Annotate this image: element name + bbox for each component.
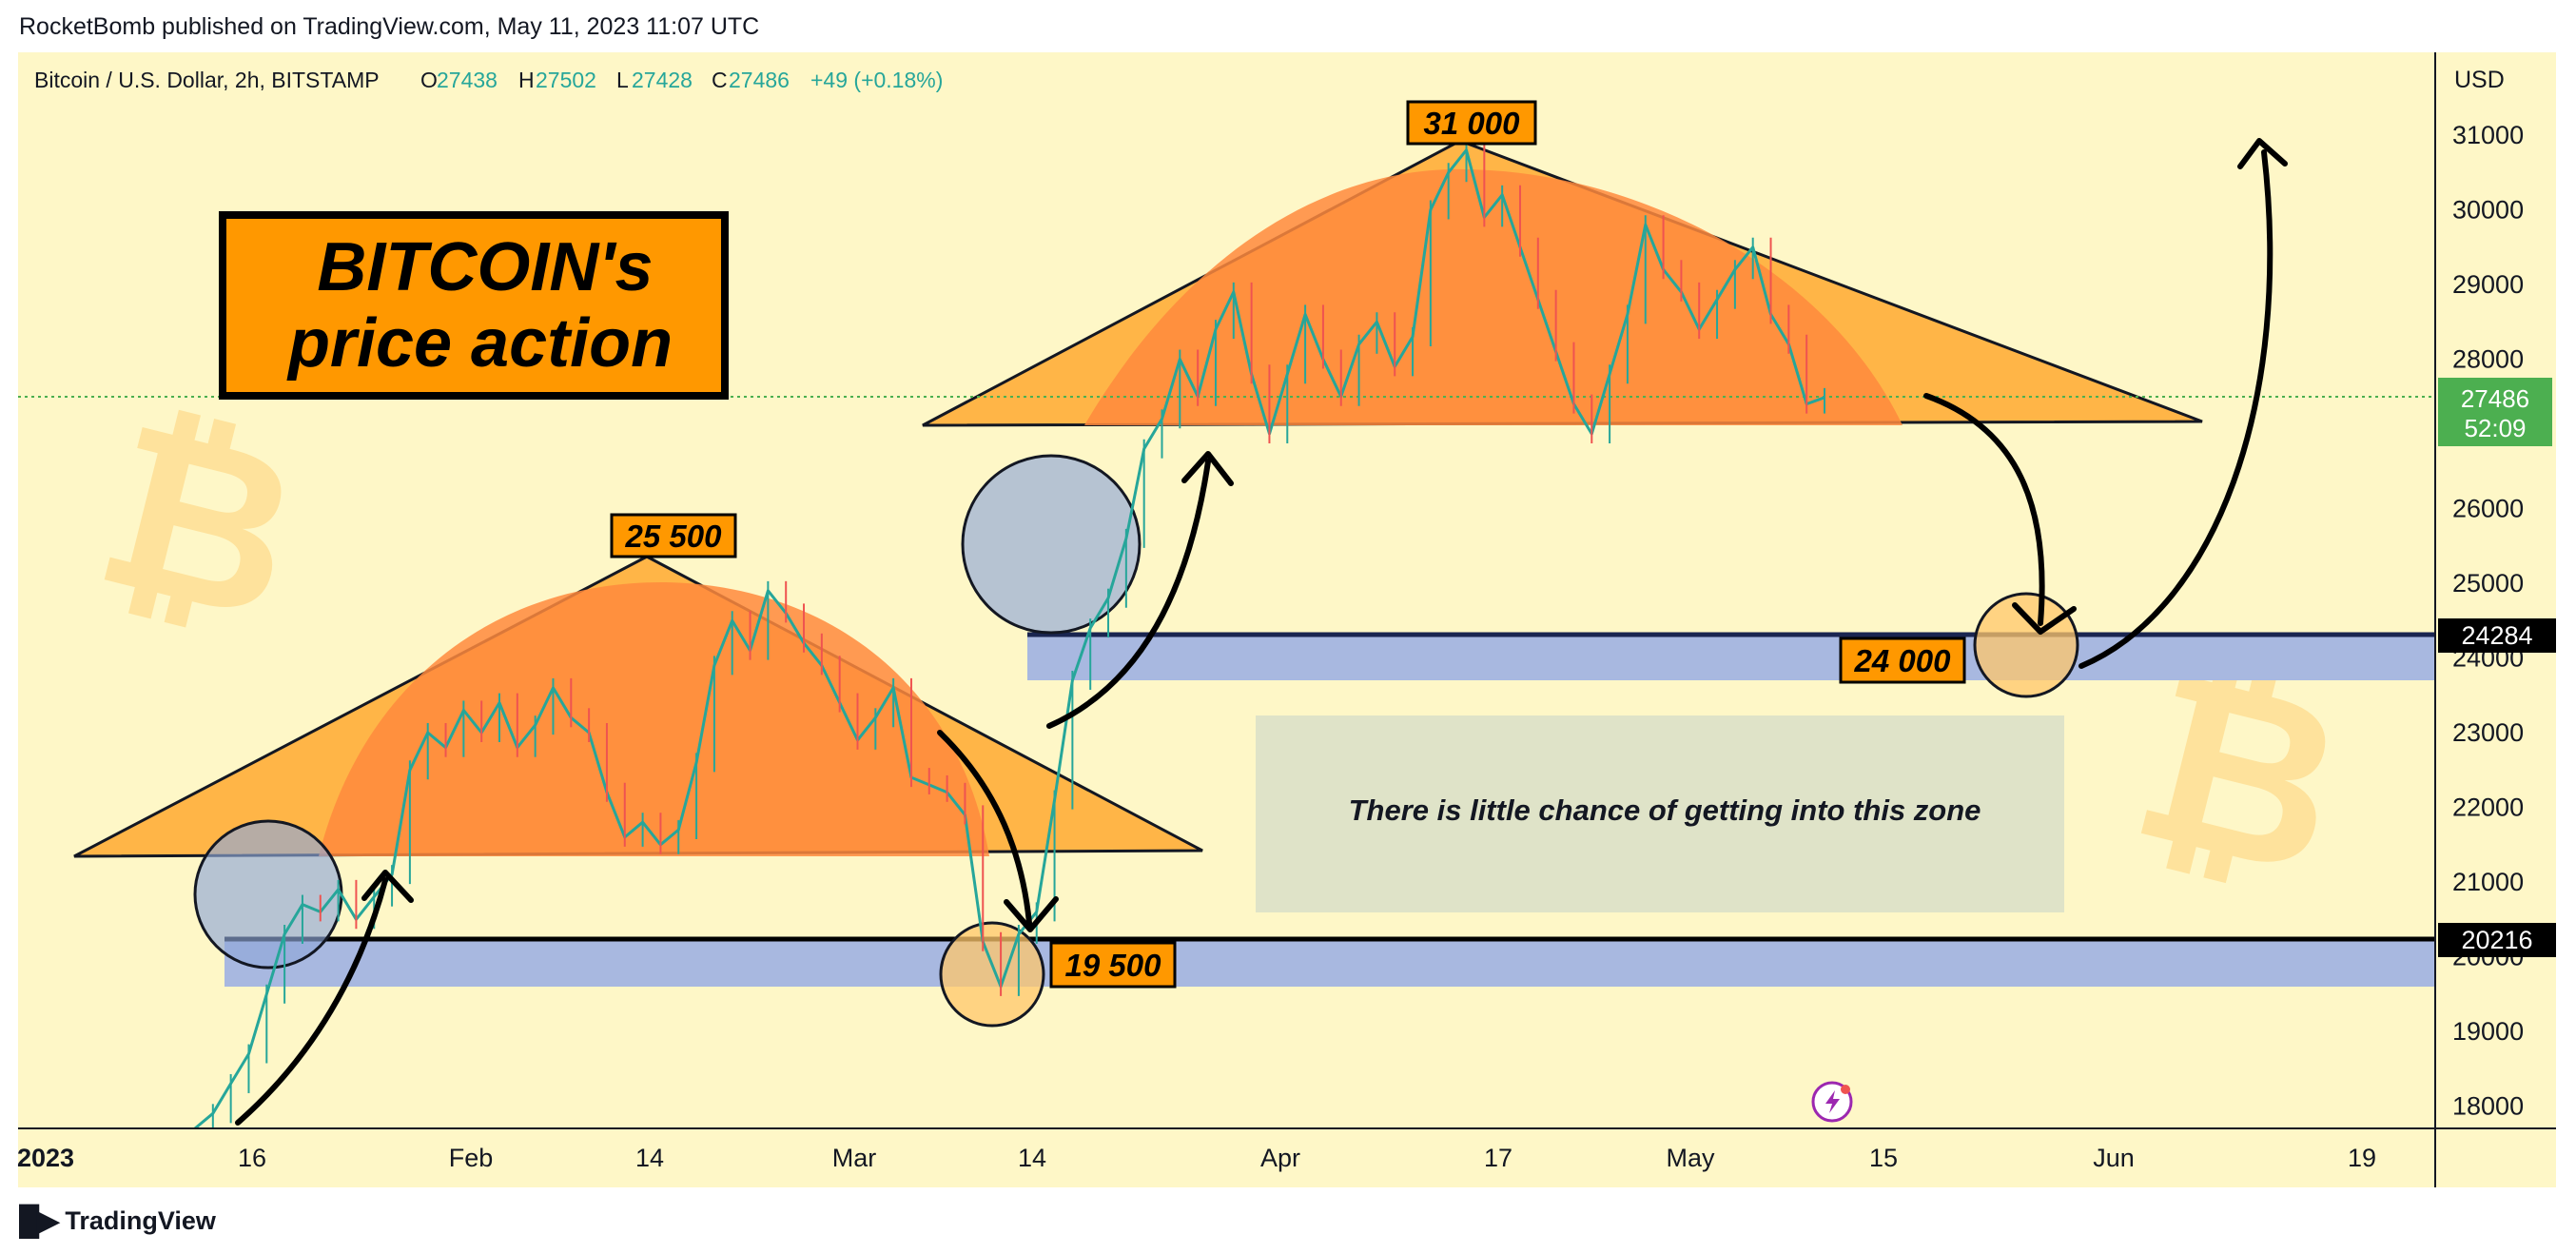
annotation-24000: 24 000 [1839, 637, 1966, 684]
price-series [194, 140, 1825, 1127]
legend-symbol: Bitcoin / U.S. Dollar, 2h, BITSTAMP [34, 68, 380, 92]
price-tick-label: 18000 [2452, 1092, 2524, 1121]
arrow-curve-5 [2078, 149, 2274, 669]
arrowhead-5-icon [2237, 138, 2288, 169]
time-tick-label: Feb [449, 1144, 494, 1172]
price-tick-label: 30000 [2452, 196, 2524, 225]
price-tick-label: 29000 [2452, 270, 2524, 299]
time-scale-ticks: 2023 16 Feb 14 Mar 14 Apr 17 May 15 Jun 19 [17, 1144, 2376, 1172]
support-band-lower [224, 939, 2434, 987]
level-tag-20216: 20216 [2438, 923, 2556, 957]
legend-change: +49 (+0.18%) [810, 68, 943, 92]
svg-text:25 500: 25 500 [625, 519, 723, 554]
price-tick-label: 28000 [2452, 345, 2524, 374]
price-tick-label: 31000 [2452, 121, 2524, 149]
circle-marker-orange-19500 [939, 921, 1045, 1028]
zone-note-text: There is little chance of getting into t… [1349, 794, 1981, 827]
annotation-25500: 25 500 [610, 513, 737, 558]
legend-l-value: 27428 [632, 68, 693, 92]
arrowhead-3-icon [1004, 896, 1059, 932]
arrowhead-4-icon [2012, 602, 2077, 635]
price-tick-label: 19000 [2452, 1017, 2524, 1046]
title-line-2: price action [286, 305, 673, 382]
annotation-31000: 31 000 [1406, 100, 1537, 146]
svg-text:24284: 24284 [2461, 621, 2532, 650]
tradingview-logo-icon: █▶ [19, 1205, 59, 1237]
level-tag-24284: 24284 [2438, 618, 2556, 653]
time-tick-label: 16 [238, 1144, 266, 1172]
legend-o-label: O [420, 68, 438, 92]
dome-right [1084, 168, 1903, 425]
last-price-value: 27486 [2461, 384, 2529, 413]
arrowhead-2-icon [1181, 451, 1234, 486]
legend-h-value: 27502 [536, 68, 596, 92]
svg-text:24 000: 24 000 [1854, 643, 1952, 678]
annotation-19500: 19 500 [1049, 941, 1177, 989]
legend-h-label: H [518, 68, 535, 92]
svg-text:31 000: 31 000 [1424, 106, 1521, 141]
time-tick-label: Apr [1260, 1144, 1300, 1172]
zone-note-box [1256, 715, 2064, 912]
price-scale-unit: USD [2454, 67, 2505, 93]
arrowhead-1-icon [361, 870, 414, 903]
time-tick-label: 14 [1018, 1144, 1046, 1172]
time-tick-label: Jun [2093, 1144, 2135, 1172]
svg-text:20216: 20216 [2461, 926, 2532, 954]
title-line-1: BITCOIN's [317, 229, 653, 305]
time-scale-background [18, 1128, 2556, 1187]
arrow-curve-2 [1046, 459, 1211, 729]
time-tick-label: 15 [1869, 1144, 1898, 1172]
price-tick-label: 25000 [2452, 569, 2524, 598]
price-tick-label: 23000 [2452, 718, 2524, 747]
circle-marker-blue-left [193, 819, 343, 970]
time-tick-label: 19 [2348, 1144, 2376, 1172]
title-box: BITCOIN's price action [219, 211, 729, 400]
last-price-tag: 27486 52:09 [2438, 378, 2552, 446]
time-tick-label: May [1666, 1144, 1715, 1172]
published-line: RocketBomb published on TradingView.com,… [19, 13, 760, 40]
arrow-curve-1 [235, 877, 388, 1126]
arrow-curve-3 [937, 730, 1032, 926]
legend-c-value: 27486 [729, 68, 790, 92]
circle-marker-blue-mid [961, 454, 1142, 635]
circle-marker-orange-24000 [1973, 592, 2079, 698]
lightning-icon[interactable] [1811, 1081, 1853, 1123]
countdown-value: 52:09 [2464, 414, 2526, 442]
symbol-legend[interactable]: Bitcoin / U.S. Dollar, 2h, BITSTAMP O 27… [34, 68, 943, 92]
price-tick-label: 26000 [2452, 495, 2524, 523]
time-tick-label: Mar [832, 1144, 877, 1172]
time-tick-label: 14 [635, 1144, 664, 1172]
price-line [194, 148, 1825, 1127]
tradingview-brand[interactable]: █▶ TradingView [19, 1205, 216, 1238]
price-tick-label: 21000 [2452, 868, 2524, 896]
arrow-curve-4 [1923, 393, 2045, 626]
legend-c-label: C [712, 68, 728, 92]
time-tick-label: 17 [1484, 1144, 1512, 1172]
svg-text:19 500: 19 500 [1065, 948, 1162, 983]
time-tick-label: 2023 [17, 1144, 74, 1172]
brand-name: TradingView [65, 1206, 216, 1235]
legend-l-label: L [616, 68, 629, 92]
legend-o-value: 27438 [437, 68, 498, 92]
support-band-upper [1027, 635, 2434, 680]
price-tick-label: 22000 [2452, 794, 2524, 822]
